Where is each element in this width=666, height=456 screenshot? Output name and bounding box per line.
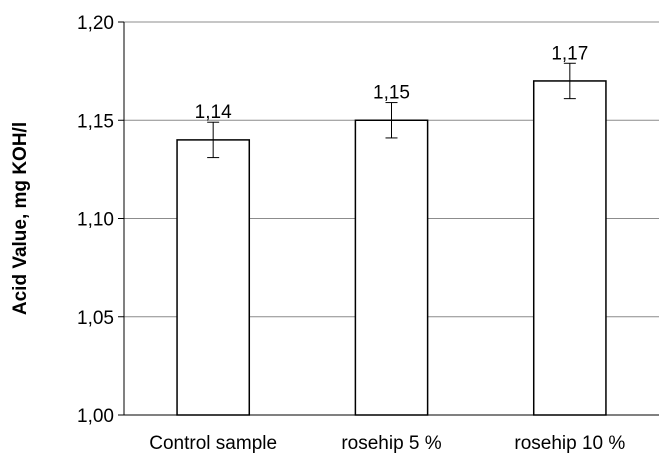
- x-category-label: Control sample: [149, 433, 277, 454]
- x-category-label: rosehip 5 %: [341, 433, 441, 454]
- bar: [176, 139, 251, 416]
- y-tick-label: 1,00: [77, 406, 114, 427]
- y-tick-label: 1,05: [77, 308, 114, 329]
- error-bars: [207, 62, 576, 159]
- data-labels: 1,14 1,15 1,17: [195, 43, 589, 123]
- bar: [532, 80, 607, 416]
- y-tick-label: 1,10: [77, 210, 114, 231]
- y-ticks: 1,00 1,05 1,10 1,15 1,20: [77, 13, 124, 427]
- y-tick-label: 1,20: [77, 13, 114, 34]
- y-axis-title: Acid Value, mg KOH/l: [10, 122, 31, 315]
- data-label: 1,17: [551, 43, 588, 64]
- data-label: 1,14: [195, 102, 232, 123]
- x-category-label: rosehip 10 %: [514, 433, 625, 454]
- bar: [354, 119, 429, 416]
- x-category-labels: Control sample rosehip 5 % rosehip 10 %: [149, 433, 625, 454]
- data-label: 1,15: [373, 83, 410, 104]
- y-tick-label: 1,15: [77, 111, 114, 132]
